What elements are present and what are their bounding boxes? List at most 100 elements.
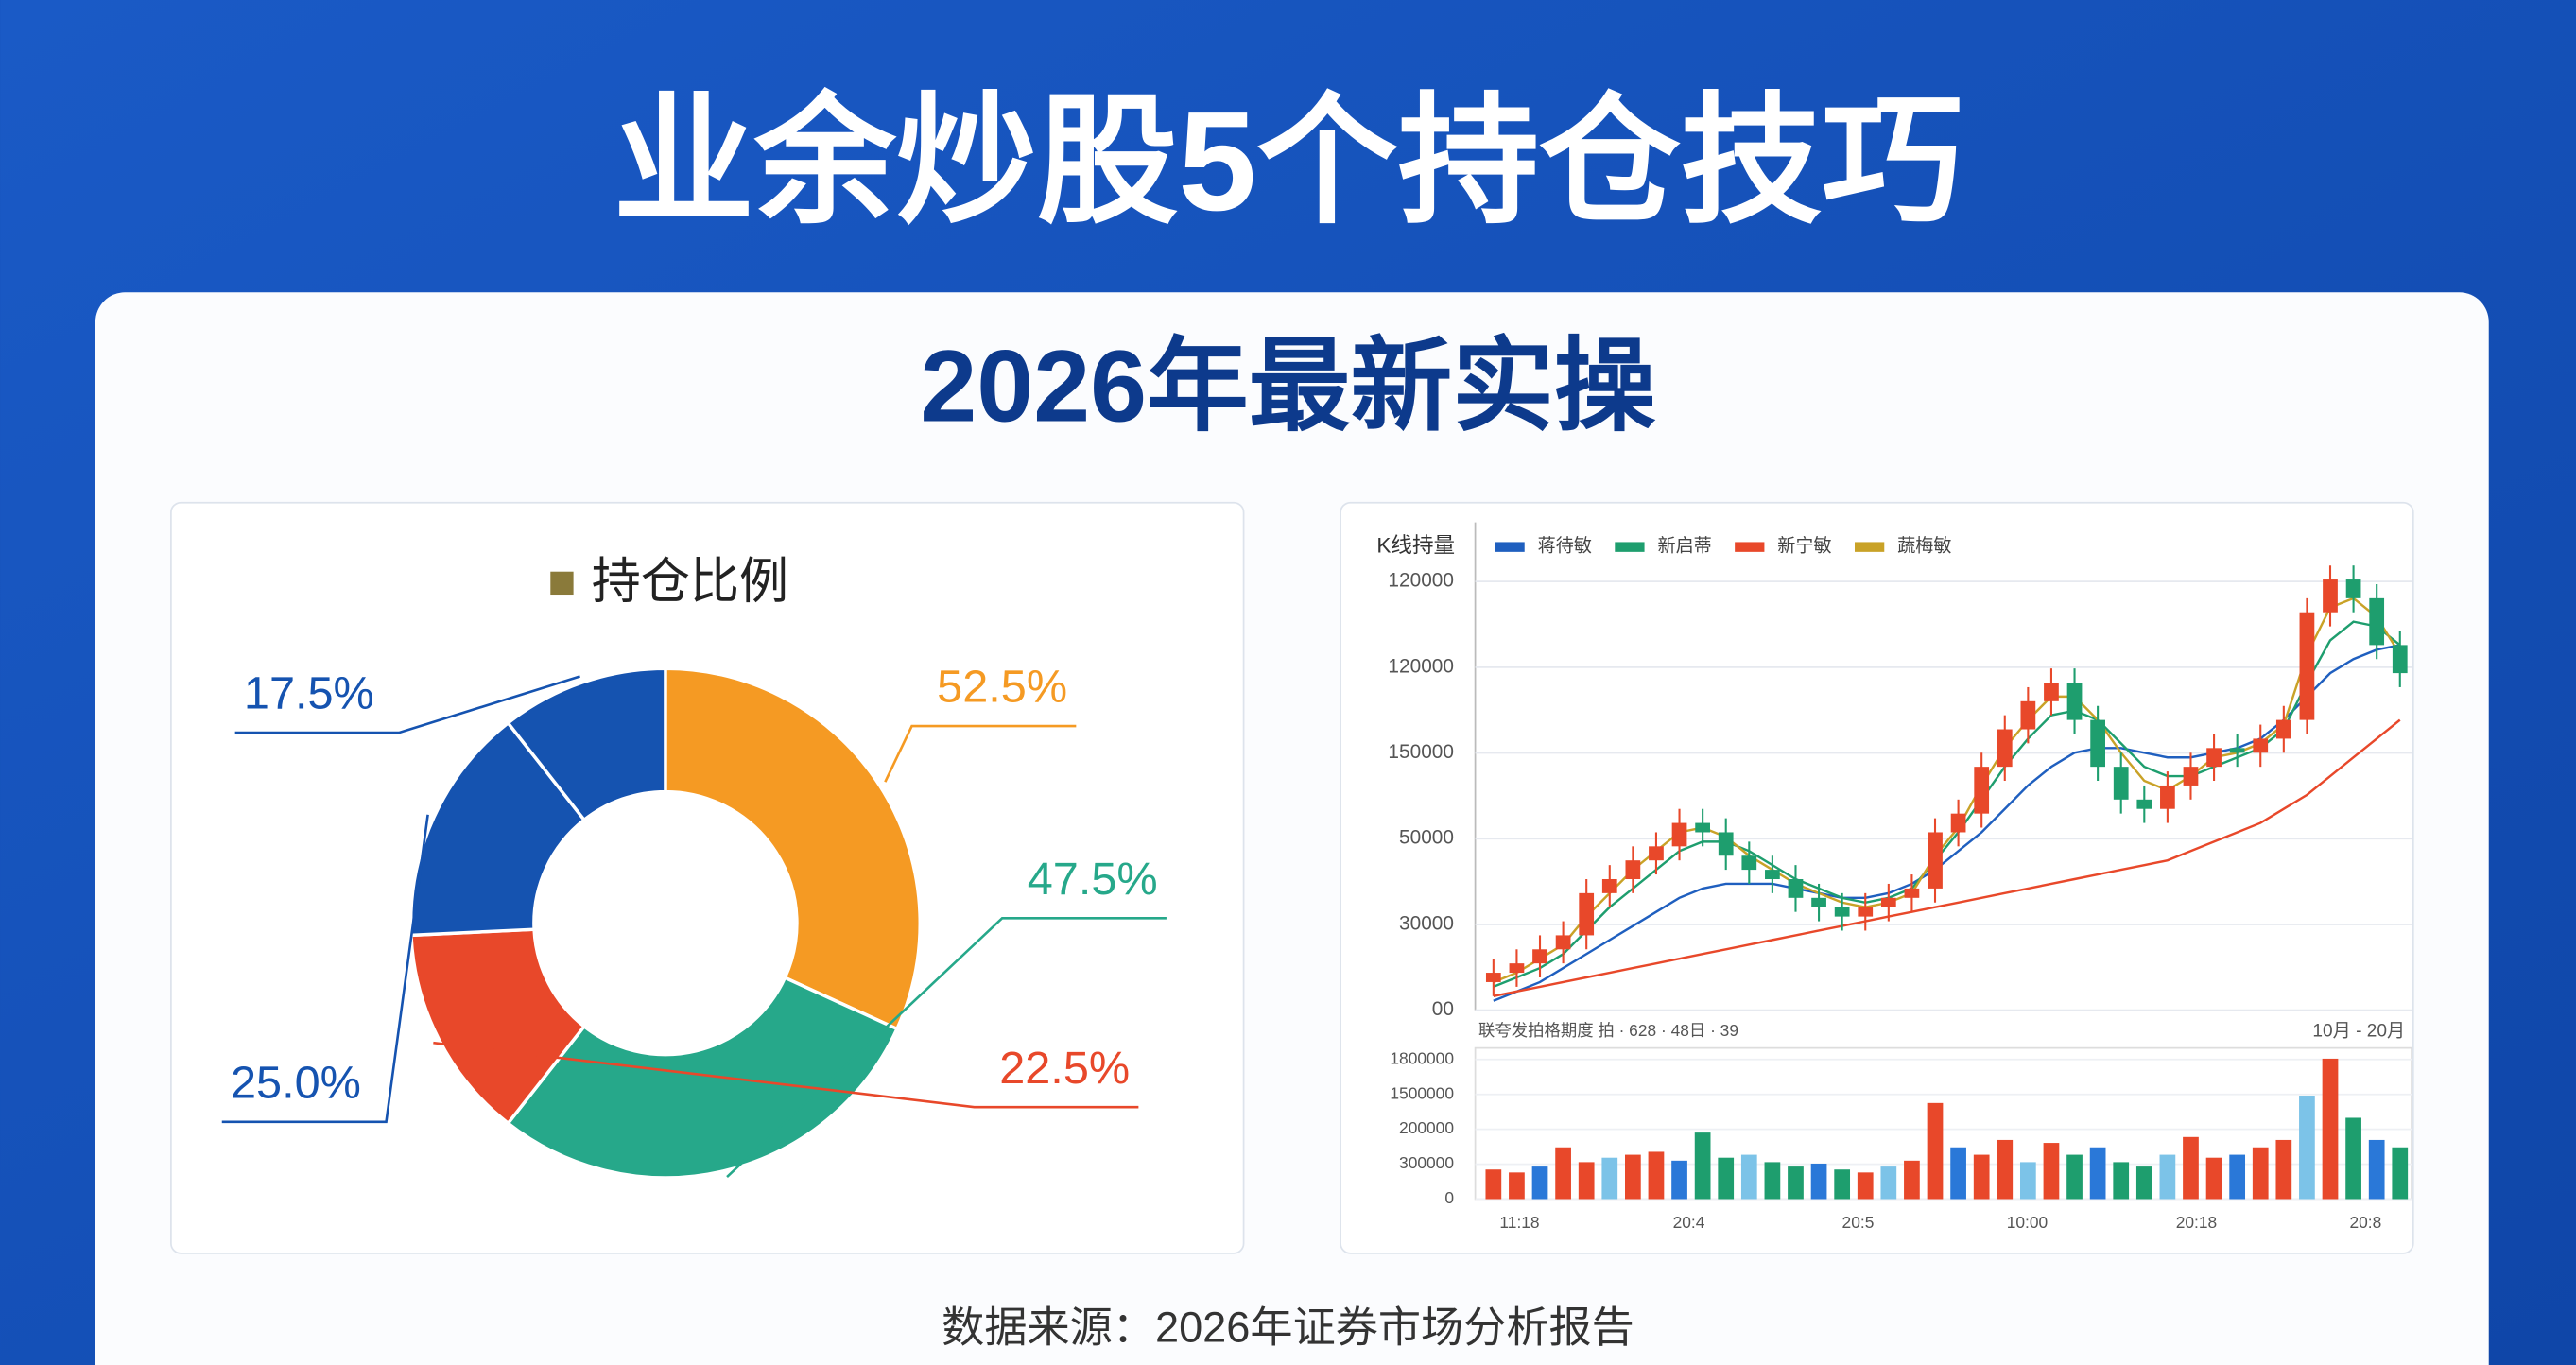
ma-line xyxy=(1493,644,2401,1002)
y-tick-label: 120000 xyxy=(1388,655,1454,677)
y-tick-label: 150000 xyxy=(1388,741,1454,763)
candle-body xyxy=(1880,897,1896,907)
candle-body xyxy=(2369,597,2385,646)
volume-bar xyxy=(1485,1169,1502,1200)
volume-bar xyxy=(2275,1139,2292,1200)
ma-line xyxy=(1493,596,2401,984)
candle-body xyxy=(1928,832,1943,889)
candle-body xyxy=(2206,748,2222,768)
y-tick-label: 1800000 xyxy=(1390,1048,1454,1067)
volume-bar xyxy=(2205,1157,2222,1200)
candle-body xyxy=(2183,767,2199,786)
volume-bar xyxy=(2135,1166,2152,1200)
x-tick-label: 11:18 xyxy=(1499,1213,1539,1232)
candle-body xyxy=(2299,612,2315,720)
candle-body xyxy=(1904,888,1920,898)
leader-line xyxy=(433,1041,1139,1109)
volume-bar xyxy=(1880,1166,1897,1200)
volume-bar xyxy=(2252,1147,2269,1200)
candle-body xyxy=(1601,878,1617,893)
candle-body xyxy=(1625,860,1641,879)
volume-bar xyxy=(2345,1117,2361,1200)
candle-body xyxy=(1834,907,1850,917)
volume-bar xyxy=(2322,1058,2339,1200)
pie-label: 25.0% xyxy=(231,1057,361,1108)
candle-body xyxy=(1695,822,1710,833)
volume-bar xyxy=(1788,1166,1804,1200)
volume-bar xyxy=(2183,1136,2199,1200)
pie-label: 47.5% xyxy=(1028,854,1158,905)
candle-body xyxy=(1555,935,1571,950)
leader-line xyxy=(234,675,580,734)
candle-body xyxy=(1532,949,1547,964)
volume-bar xyxy=(2299,1096,2315,1200)
volume-bar xyxy=(1997,1139,2014,1200)
page-title: 业余炒股5个持仓技巧 xyxy=(614,82,1963,240)
y-tick-label: 120000 xyxy=(1388,570,1454,592)
pie-label: 17.5% xyxy=(244,668,374,719)
volume-bar xyxy=(1578,1162,1595,1200)
candle-body xyxy=(2160,785,2175,809)
pie-panel xyxy=(170,501,1245,1254)
y-tick-label: 50000 xyxy=(1399,827,1454,849)
note-right: 10月 - 20月 xyxy=(2312,1021,2405,1041)
candle-body xyxy=(1974,767,1990,814)
candle-body xyxy=(1950,813,1966,833)
y-tick-label: 30000 xyxy=(1399,912,1454,934)
candle-body xyxy=(1509,963,1525,974)
volume-bar xyxy=(2392,1147,2409,1200)
volume-bar xyxy=(1601,1157,1618,1200)
candle-body xyxy=(2345,579,2361,598)
volume-bar xyxy=(1973,1154,1990,1200)
candle-body xyxy=(2275,719,2291,739)
y-tick-label: 300000 xyxy=(1399,1153,1454,1172)
legend-label: 蒋待敏 xyxy=(1538,536,1592,557)
x-tick-label: 20:18 xyxy=(2176,1213,2217,1232)
leader-line xyxy=(884,724,1077,783)
volume-bar xyxy=(1740,1154,1757,1200)
candle-body xyxy=(1997,729,2013,768)
volume-bar xyxy=(1694,1132,1711,1200)
kline-panel xyxy=(1340,501,2414,1254)
volume-bar xyxy=(1718,1157,1735,1200)
volume-bar xyxy=(1531,1166,1548,1200)
y-tick-label: 0 xyxy=(1444,1188,1454,1207)
volume-bar xyxy=(2043,1143,2060,1200)
volume-bar xyxy=(1904,1160,1920,1200)
volume-bar xyxy=(1857,1172,1874,1200)
leader-line xyxy=(221,814,429,1124)
leader-line xyxy=(726,917,1167,1179)
candle-body xyxy=(1485,973,1501,982)
candle-body xyxy=(1671,822,1687,847)
candle-body xyxy=(1649,846,1664,861)
candle-body xyxy=(2020,700,2036,730)
candle-body xyxy=(2066,682,2083,720)
volume-bar xyxy=(1671,1160,1687,1200)
x-tick-label: 10:00 xyxy=(2007,1213,2048,1232)
candle-body xyxy=(2113,767,2129,800)
volume-bar xyxy=(1625,1154,1641,1200)
candle-body xyxy=(2090,719,2105,768)
volume-bar xyxy=(2229,1154,2246,1200)
legend-swatch xyxy=(1854,542,1885,552)
volume-bar xyxy=(1555,1147,1571,1200)
candle-body xyxy=(1811,897,1826,907)
candle-body xyxy=(2392,645,2408,674)
candle-body xyxy=(1718,832,1734,856)
legend-label: 新宁敏 xyxy=(1777,536,1831,557)
volume-bar xyxy=(2113,1162,2130,1200)
candle-body xyxy=(2323,579,2338,613)
pie-label: 22.5% xyxy=(999,1043,1130,1094)
chart-title: K线持量 xyxy=(1376,534,1455,558)
x-tick-label: 20:4 xyxy=(1673,1213,1705,1232)
legend-swatch xyxy=(1615,542,1645,552)
volume-bar xyxy=(1648,1151,1665,1200)
candle-body xyxy=(1765,870,1780,879)
volume-bar xyxy=(1509,1172,1525,1200)
candle-body xyxy=(1579,892,1595,936)
ma-line xyxy=(1493,620,2401,989)
pie-slice xyxy=(664,666,922,1031)
candle-body xyxy=(2253,738,2269,753)
